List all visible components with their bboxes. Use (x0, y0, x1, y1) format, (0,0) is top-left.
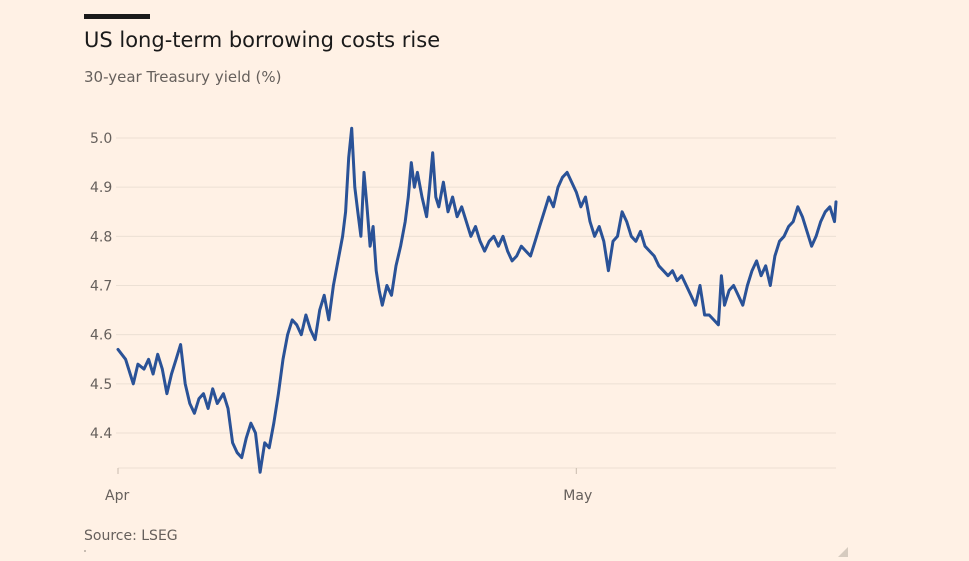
resize-handle[interactable] (838, 547, 848, 557)
source-note: Source: LSEG (84, 528, 178, 544)
y-tick-label: 4.8 (90, 229, 112, 245)
x-tick-label: Apr (105, 488, 129, 504)
y-tick-label: 5.0 (90, 131, 112, 147)
chart-subtitle: 30-year Treasury yield (%) (84, 68, 282, 86)
footer-dot (84, 550, 86, 552)
y-tick-label: 4.4 (90, 426, 112, 442)
x-tick-label: May (563, 488, 592, 504)
y-tick-label: 4.5 (90, 377, 112, 393)
chart-title: US long-term borrowing costs rise (84, 28, 441, 52)
y-tick-label: 4.6 (90, 328, 112, 344)
y-tick-label: 4.7 (90, 279, 112, 295)
header-rule (84, 14, 150, 19)
y-tick-label: 4.9 (90, 180, 112, 196)
series-line (116, 126, 838, 474)
